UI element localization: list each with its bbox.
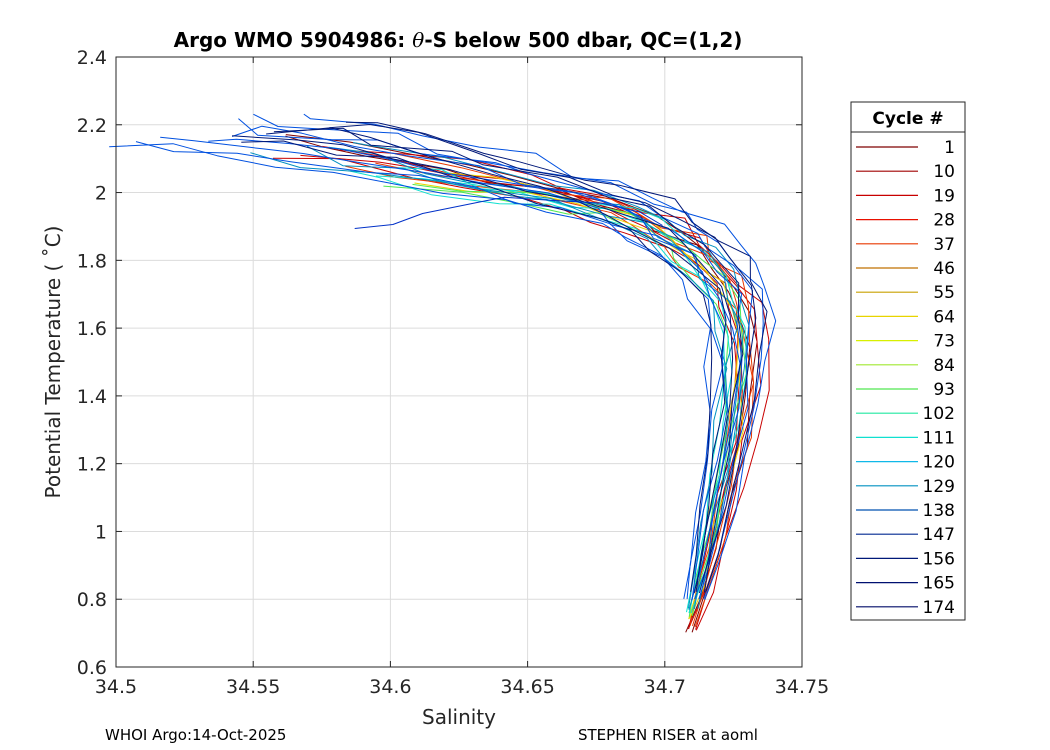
profile-line-group-7 [231,125,743,600]
legend-entry-label: 147 [923,525,955,545]
legend-entry-label: 19 [933,186,955,206]
y-tick-label: 2 [95,183,107,205]
y-tick-label: 2.2 [77,115,107,137]
legend-entries: 1 10 19 28 37 46 55 64 73 84 93 102 111 120 129 138 147 1… [856,138,955,618]
legend-entry-label: 10 [933,162,955,182]
profile-line-group-8 [329,124,757,593]
y-tick-label: 1.4 [77,386,107,408]
footer-left-note: WHOI Argo:14-Oct-2025 [105,726,287,744]
legend-entry-label: 64 [933,307,955,327]
axis-ticks [115,56,803,668]
x-tick-label: 34.5 [95,676,137,698]
legend: Cycle # 1 10 19 28 37 46 55 64 73 84 93 102 111 120 12… [850,101,966,621]
legend-entry-label: 174 [923,598,955,618]
y-axis-label: Potential Temperature ( ˚C) [41,226,65,499]
profile-line-group-7 [135,141,724,599]
footer-right-note: STEPHEN RISER at aoml [578,726,758,744]
legend-title: Cycle # [872,109,943,129]
profile-line-group-7 [208,138,741,601]
profile-line-group-7 [109,143,711,599]
profile-line-group-8 [266,127,734,592]
chart-title-symbol: θ [412,28,424,52]
x-axis-label: Salinity [422,705,496,729]
y-tick-label: 2.4 [77,47,107,69]
x-tick-label: 34.6 [369,676,411,698]
axis-tick-labels: 34.5 34.55 34.6 34.65 34.7 34.75 0.6 0.8 1 1.2 1.4… [77,47,829,698]
legend-entry-label: 138 [923,501,955,521]
y-tick-label: 1.6 [77,318,107,340]
profile-line-group-7 [160,136,728,600]
legend-entry-label: 46 [933,259,955,279]
profile-line-group-5 [375,175,733,614]
legend-entry-label: 165 [923,574,955,594]
legend-entry-label: 129 [923,477,955,497]
legend-entry-label: 37 [933,235,955,255]
profile-line-group-8 [345,121,768,592]
legend-entry-label: 111 [923,428,955,448]
profile-line-group-7 [253,113,764,599]
profiles-layer [109,113,777,633]
x-tick-label: 34.75 [775,676,829,698]
legend-entry-label: 93 [933,380,955,400]
chart-title-prefix: Argo WMO 5904986: [174,28,413,52]
legend-entry-label: 73 [933,332,955,352]
profile-line-group-9 [354,196,663,229]
y-tick-label: 1.2 [77,454,107,476]
x-tick-label: 34.65 [500,676,554,698]
y-tick-label: 1 [95,521,107,543]
legend-entry-label: 120 [923,453,955,473]
legend-entry-label: 84 [933,356,955,376]
profile-line-group-6 [328,146,745,609]
chart-title-suffix: -S below 500 dbar, QC=(1,2) [424,28,742,52]
y-tick-label: 1.8 [77,250,107,272]
x-tick-label: 34.55 [226,676,280,698]
legend-entry-label: 156 [923,549,955,569]
legend-entry-label: 28 [933,211,955,231]
legend-entry-label: 102 [923,404,955,424]
plot-area-frame [115,56,803,668]
profile-line-group-8 [232,135,727,594]
legend-entry-label: 1 [944,138,955,158]
profile-line-group-8 [273,127,744,594]
x-tick-label: 34.7 [644,676,686,698]
y-tick-label: 0.8 [77,589,107,611]
legend-entry-label: 55 [933,283,955,303]
y-tick-label: 0.6 [77,657,107,679]
profile-line-group-8 [241,140,713,592]
chart-title: Argo WMO 5904986: θ-S below 500 dbar, QC… [174,28,743,52]
